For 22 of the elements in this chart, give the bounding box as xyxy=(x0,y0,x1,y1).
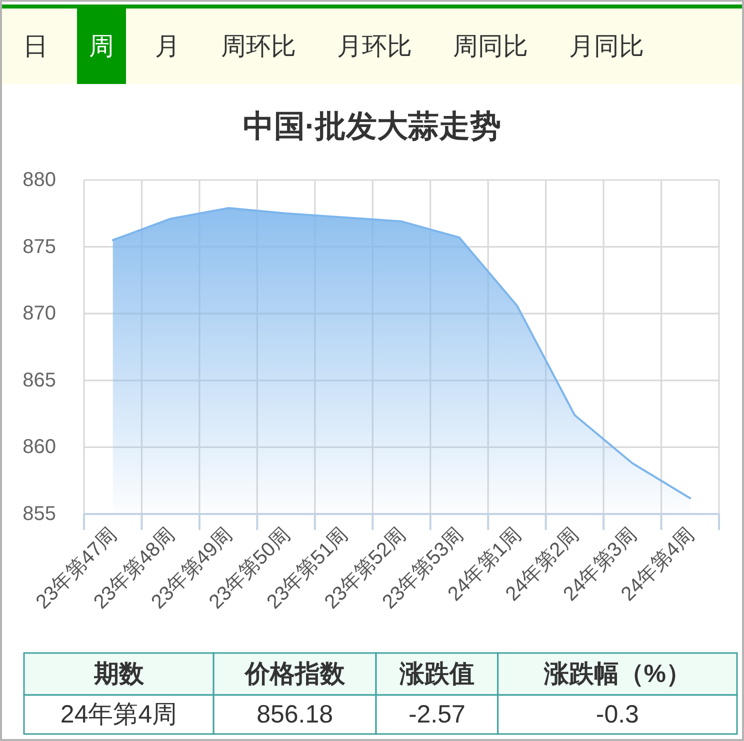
category-label: 周环比 xyxy=(221,32,296,60)
chart-title: 中国·批发大蒜走势 xyxy=(242,108,502,144)
text: -0.3 xyxy=(596,700,639,728)
y-tick-label: 875 xyxy=(22,236,56,258)
category-label: 月环比 xyxy=(337,32,412,60)
category-label: 周 xyxy=(89,32,114,60)
y-tick-label: 870 xyxy=(22,302,56,325)
category-label: 涨跌幅（%） xyxy=(542,660,692,688)
category-label: 期数 xyxy=(92,660,145,688)
category-label: 涨跌值 xyxy=(398,660,474,688)
category-label: 月 xyxy=(155,32,180,60)
y-tick-label: 880 xyxy=(22,169,56,191)
category-label: 月同比 xyxy=(569,32,644,60)
text: -2.57 xyxy=(408,700,466,728)
category-label: 周同比 xyxy=(453,32,528,60)
category-label: 日 xyxy=(23,32,48,60)
text: 24年第4周 xyxy=(60,700,178,728)
text: 856.18 xyxy=(256,700,334,728)
category-label: 价格指数 xyxy=(244,660,346,688)
y-tick-label: 855 xyxy=(22,503,56,525)
y-tick-label: 860 xyxy=(22,436,56,458)
y-tick-label: 865 xyxy=(22,369,56,392)
